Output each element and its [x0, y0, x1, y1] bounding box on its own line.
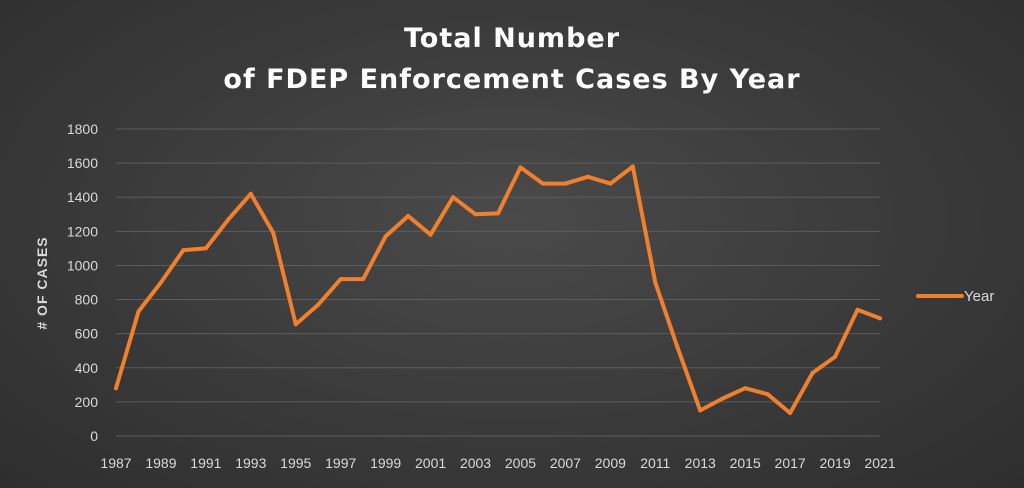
data-point — [833, 354, 838, 359]
data-point — [563, 181, 568, 186]
x-tick-label: 1993 — [235, 455, 266, 471]
x-tick-label: 2001 — [415, 455, 446, 471]
data-point — [338, 277, 343, 282]
chart-title: Total Number of FDEP Enforcement Cases B… — [0, 18, 1024, 100]
data-point — [540, 181, 545, 186]
y-tick-label: 1400 — [67, 189, 98, 205]
x-tick-label: 1991 — [190, 455, 221, 471]
data-point — [361, 277, 366, 282]
x-tick-label: 2017 — [775, 455, 806, 471]
x-tick-label: 1999 — [370, 455, 401, 471]
data-point — [473, 212, 478, 217]
data-point — [383, 234, 388, 239]
data-point — [136, 309, 141, 314]
x-tick-label: 2009 — [595, 455, 626, 471]
data-point — [743, 386, 748, 391]
data-point — [181, 248, 186, 253]
data-point — [788, 410, 793, 415]
data-point — [720, 396, 725, 401]
y-tick-label: 200 — [75, 394, 99, 410]
data-point — [675, 346, 680, 351]
data-point — [406, 213, 411, 218]
data-point — [428, 232, 433, 237]
x-tick-label: 2005 — [505, 455, 536, 471]
data-point — [630, 164, 635, 169]
data-point — [158, 280, 163, 285]
data-point — [810, 370, 815, 375]
data-point — [855, 307, 860, 312]
data-point — [293, 322, 298, 327]
y-tick-label: 1800 — [67, 121, 98, 137]
data-point — [226, 217, 231, 222]
x-tick-label: 2003 — [460, 455, 491, 471]
x-tick-label: 2021 — [864, 455, 895, 471]
data-point — [585, 174, 590, 179]
data-point — [765, 392, 770, 397]
legend-label: Year — [964, 288, 994, 305]
y-tick-label: 1200 — [67, 223, 98, 239]
data-point — [608, 181, 613, 186]
x-tick-label: 1989 — [145, 455, 176, 471]
gridlines — [116, 128, 880, 437]
data-point — [451, 195, 456, 200]
data-point — [271, 231, 276, 236]
x-tick-label: 1987 — [100, 455, 131, 471]
y-tick-label: 600 — [75, 326, 99, 342]
y-axis-ticks: 0 200 400 600 800 1000 1200 1400 1600 1800 — [67, 121, 98, 444]
y-axis-label: # OF CASES — [34, 236, 50, 329]
chart-title-line-1: Total Number — [403, 23, 621, 54]
y-tick-label: 1600 — [67, 155, 98, 171]
x-tick-label: 2013 — [685, 455, 716, 471]
data-point — [496, 211, 500, 216]
series-layer — [114, 164, 882, 415]
series-line — [114, 164, 882, 415]
data-point — [518, 165, 523, 170]
y-tick-label: 800 — [75, 292, 99, 308]
y-tick-label: 0 — [90, 428, 98, 444]
x-axis-ticks: 1987 1989 1991 1993 1995 1997 1999 2001 2003 2005… — [100, 455, 895, 471]
data-point — [653, 280, 658, 285]
x-tick-label: 1995 — [280, 455, 311, 471]
data-point — [248, 191, 253, 196]
y-tick-label: 1000 — [67, 257, 98, 273]
data-point — [698, 408, 703, 413]
chart-title-line-2: of FDEP Enforcement Cases By Year — [223, 64, 801, 95]
x-tick-label: 2011 — [640, 455, 670, 471]
x-tick-label: 2019 — [819, 455, 850, 471]
data-point — [114, 386, 118, 391]
data-point — [316, 302, 321, 307]
x-tick-label: 1997 — [325, 455, 356, 471]
data-point — [878, 316, 882, 321]
y-tick-label: 400 — [75, 360, 99, 376]
x-tick-label: 2007 — [550, 455, 581, 471]
x-tick-label: 2015 — [730, 455, 761, 471]
data-point — [203, 246, 208, 251]
legend: Year — [916, 288, 994, 305]
